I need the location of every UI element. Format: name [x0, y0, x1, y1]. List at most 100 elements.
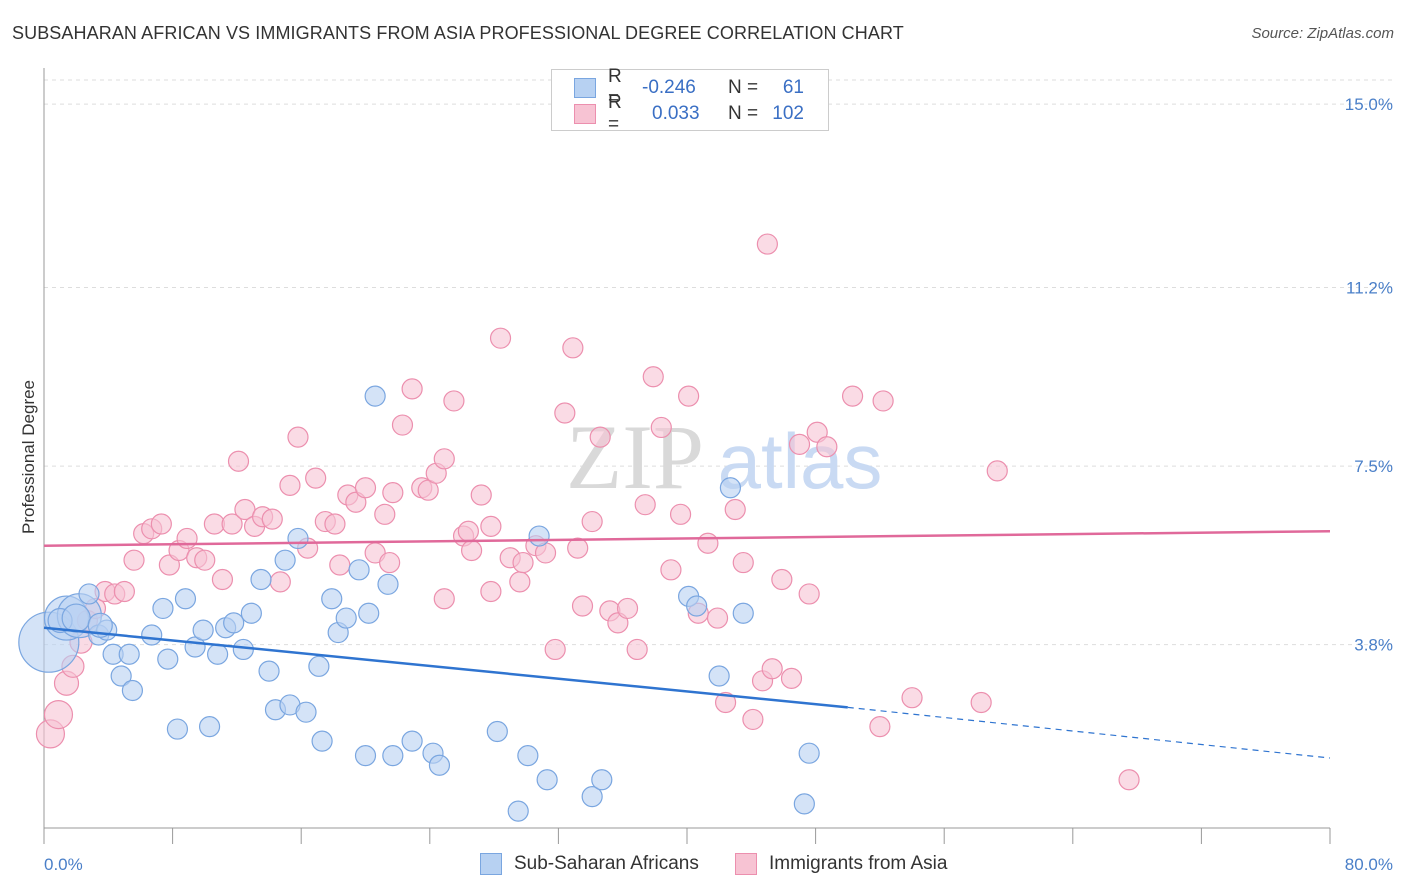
asia-point — [562, 337, 584, 359]
sub-saharan-point — [686, 595, 708, 617]
sub-saharan-point — [348, 559, 370, 581]
asia-point — [660, 559, 682, 581]
asia-point — [379, 551, 401, 574]
sub-saharan-point — [732, 602, 754, 624]
asia-point — [43, 699, 74, 730]
sub-saharan-point — [311, 730, 333, 752]
asia-point — [724, 498, 746, 521]
y-tick-label: 15.0% — [1345, 95, 1393, 114]
sub-saharan-point — [335, 607, 357, 629]
asia-point — [211, 568, 234, 591]
asia-point — [872, 390, 894, 412]
sub-saharan-point — [517, 745, 539, 767]
x-tick-label-left: 0.0% — [44, 855, 83, 874]
asia-point — [841, 385, 864, 407]
y-tick-label: 7.5% — [1354, 457, 1393, 476]
asia-point — [433, 588, 455, 610]
sub-saharan-point — [321, 588, 343, 610]
asia-point — [433, 448, 455, 470]
sub-saharan-point — [232, 638, 254, 661]
asia-point — [869, 716, 891, 738]
asia-point — [221, 513, 243, 535]
sub-saharan-point — [486, 720, 508, 743]
sub-saharan-point — [719, 477, 742, 499]
asia-point — [626, 638, 648, 661]
asia-point — [581, 510, 603, 533]
n-label: N = — [728, 77, 759, 98]
asia-point — [194, 549, 216, 571]
sub-saharan-point — [308, 655, 330, 677]
sub-saharan-point — [382, 745, 404, 767]
sub-saharan-point — [78, 583, 100, 605]
sub-saharan-point — [428, 754, 451, 776]
asia-point — [382, 482, 404, 504]
sub-saharan-point — [401, 730, 423, 752]
asia-point — [616, 597, 639, 620]
bottom-legend-asia: Immigrants from Asia — [735, 851, 947, 877]
asia-point — [391, 414, 414, 436]
asia-point — [634, 494, 656, 516]
asia-point — [554, 402, 576, 424]
sub-saharan-point — [358, 602, 380, 624]
asia-point — [227, 450, 250, 472]
asia-point — [589, 426, 611, 448]
asia-point — [780, 667, 803, 690]
x-tick-label-right: 80.0% — [1345, 855, 1393, 874]
chart-title: SUBSAHARAN AFRICAN VS IMMIGRANTS FROM AS… — [12, 23, 904, 43]
asia-point — [567, 537, 589, 559]
n-value: 61 — [782, 77, 804, 98]
asia-point — [261, 508, 283, 530]
asia-point — [457, 520, 479, 542]
asia-point — [123, 549, 145, 571]
sub-saharan-point — [507, 800, 529, 822]
sub-saharan-point — [121, 679, 144, 702]
asia-point — [460, 539, 483, 562]
asia-point — [489, 327, 512, 349]
asia-point — [150, 513, 172, 535]
sub-saharan-point — [295, 701, 317, 723]
sub-saharan-point — [798, 742, 820, 764]
asia-point — [650, 416, 672, 439]
sub-saharan-point — [581, 786, 603, 808]
asia-point — [512, 551, 534, 574]
sub-saharan-point — [166, 718, 189, 740]
watermark-atlas: atlas — [718, 417, 883, 505]
asia-point — [970, 691, 992, 714]
sub-saharan-point — [364, 385, 386, 407]
asia-point — [986, 460, 1008, 482]
sub-saharan-point — [377, 573, 399, 595]
r-label: R = — [608, 66, 622, 109]
source-credit: Source: ZipAtlas.com — [1251, 25, 1394, 42]
blue-legend-swatch-icon — [480, 853, 502, 875]
asia-point — [761, 658, 783, 680]
sub-saharan-point — [152, 597, 174, 620]
sub-saharan-point — [141, 624, 163, 646]
r-label: R = — [608, 92, 622, 135]
sub-saharan-point — [118, 643, 140, 665]
sub-saharan-point — [87, 612, 113, 638]
asia-point — [329, 554, 351, 576]
trend-lines — [43, 529, 1331, 759]
asia-point — [401, 378, 423, 400]
asia-point — [113, 580, 135, 603]
asia-point — [706, 607, 729, 629]
asia-point — [901, 687, 923, 709]
correlation-legend: R = -0.246 N = 61 R = 0.033 N = 102 — [551, 66, 829, 135]
r-value: -0.246 — [642, 77, 696, 98]
asia-point — [305, 467, 327, 489]
sub-saharan-point — [274, 549, 296, 571]
asia-point — [714, 691, 737, 714]
y-tick-label: 3.8% — [1354, 636, 1393, 655]
y-axis-title: Professional Degree — [19, 380, 38, 534]
sub-saharan-point — [192, 619, 214, 641]
sub-saharan-point — [110, 665, 132, 687]
sub-saharan-point — [223, 612, 245, 634]
asia-point — [470, 484, 492, 506]
asia-point — [697, 532, 719, 554]
legend-label-sub-saharan: Sub-Saharan Africans — [514, 853, 699, 874]
r-value: 0.033 — [652, 103, 700, 124]
sub-saharan-trend-extension — [847, 706, 1331, 759]
asia-point — [287, 426, 309, 448]
asia-trend-line — [43, 529, 1331, 547]
